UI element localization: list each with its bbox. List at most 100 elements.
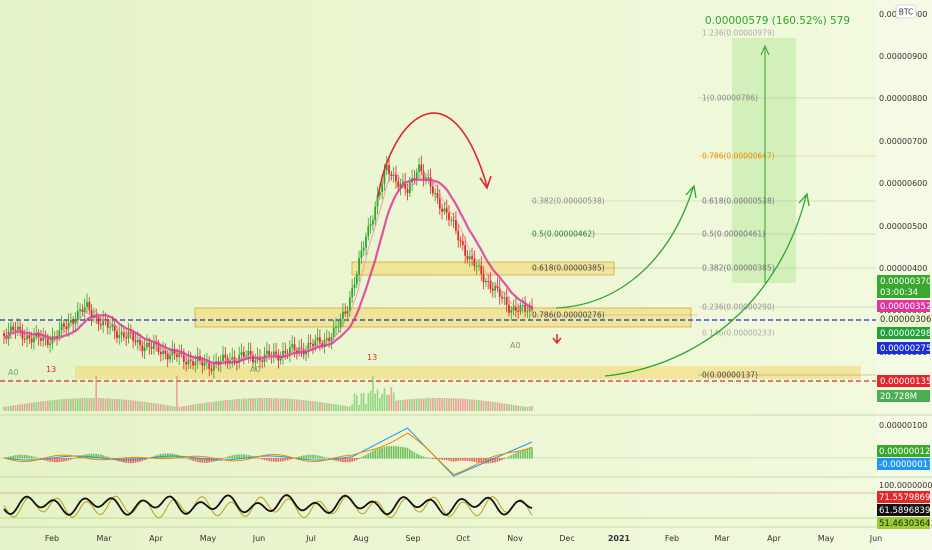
volume-bar [109, 398, 111, 411]
macd-histogram-bar [10, 456, 12, 459]
volume-bar [79, 398, 81, 411]
volume-bar [23, 403, 26, 411]
macd-histogram-bar [206, 458, 208, 463]
candle-body [307, 342, 310, 351]
volume-bar [180, 406, 183, 411]
candle-body [132, 332, 135, 341]
volume-bar [88, 398, 91, 411]
volume-bar [123, 399, 125, 411]
volume-bar [67, 398, 70, 411]
volume-bar [176, 376, 178, 411]
price-tag-box [877, 275, 930, 287]
volume-bar [298, 399, 300, 411]
volume-bar [351, 404, 353, 411]
volume-bar [136, 401, 139, 411]
price-tag-label: 0.00000275 [880, 344, 931, 354]
dome-arc [377, 112, 488, 198]
macd-histogram-bar [242, 454, 245, 459]
candle-body [261, 360, 264, 362]
candle-body [293, 344, 296, 351]
chart-marker: A0 [250, 365, 261, 374]
candle-body [30, 338, 33, 343]
candle-body [120, 332, 123, 335]
volume-bar [349, 406, 351, 411]
y-tick-label: 0.00000700 [879, 137, 927, 146]
macd-histogram-bar [427, 457, 430, 459]
macd-histogram-bar [35, 457, 38, 459]
candle-body [344, 311, 347, 314]
volume-bar [3, 407, 5, 411]
volume-bar [118, 399, 121, 411]
macd-histogram-bar [7, 456, 10, 459]
green-arrow-1-head [685, 184, 697, 199]
candle-body [19, 326, 22, 330]
candle-body [141, 345, 144, 352]
candle-body [390, 173, 393, 176]
volume-bar [132, 400, 134, 411]
volume-bar [485, 400, 487, 411]
candle-body [378, 191, 381, 196]
volume-bar [240, 398, 243, 411]
macd-histogram-bar [72, 458, 74, 459]
candle-body [531, 306, 533, 310]
candle-body [139, 339, 141, 346]
volume-bar [116, 398, 118, 411]
volume-bar [282, 398, 284, 411]
candle-body [46, 338, 49, 345]
candle-body [86, 301, 88, 308]
support-zone-middle [194, 307, 692, 328]
macd-histogram-bar [473, 458, 476, 462]
volume-bar [293, 399, 296, 411]
macd-histogram-bar [201, 458, 204, 463]
symbol-badge[interactable]: BTC [899, 8, 914, 17]
candle-body [434, 193, 437, 195]
macd-histogram-bar [360, 457, 363, 459]
volume-bar [33, 402, 35, 411]
macd-histogram-bar [268, 458, 270, 462]
candle-body [60, 323, 63, 331]
macd-histogram-bar [425, 457, 427, 459]
macd-histogram-bar [236, 454, 238, 459]
candle-body [162, 350, 164, 355]
candle-body [155, 343, 158, 345]
macd-histogram-bar [503, 458, 506, 460]
volume-bar [106, 398, 109, 411]
candle-body [254, 360, 257, 363]
candle-body [325, 338, 328, 340]
volume-bar [413, 398, 416, 411]
fib-label-left: 0(0.00000137) [702, 371, 758, 380]
macd-histogram-bar [189, 458, 192, 461]
osc-line-main [3, 494, 533, 516]
fib-label-left: 0.382(0.00000385) [702, 264, 775, 273]
macd-histogram-bar [219, 458, 222, 460]
candle-body [125, 337, 128, 339]
candle-body [358, 257, 360, 275]
volume-bar [392, 392, 395, 411]
candle-body [438, 197, 441, 209]
volume-bar [270, 398, 273, 411]
fib-label-ext: 0.5(0.00000461) [702, 230, 765, 239]
candle-body [159, 351, 162, 355]
volume-bar [97, 398, 100, 411]
macd-histogram-bar [289, 458, 291, 460]
volume-bar [385, 394, 388, 411]
macd-histogram-bar [392, 446, 395, 459]
candle-body [418, 164, 420, 173]
macd-histogram-bar [222, 458, 224, 459]
macd-y-tick-label: 0.00000100 [879, 421, 927, 430]
symbol-badge-box[interactable] [895, 4, 917, 19]
candle-body [328, 338, 331, 342]
candle-body [291, 344, 294, 348]
macd-histogram-bar [531, 447, 533, 459]
macd-histogram-bar [418, 454, 420, 459]
macd-histogram-bar [185, 457, 187, 459]
volume-bar [224, 400, 227, 411]
candle-body [443, 208, 446, 212]
candle-body [104, 319, 107, 321]
volume-bar [296, 399, 298, 411]
candle-body [420, 164, 423, 172]
volume-bar [487, 401, 489, 411]
candle-body [431, 186, 434, 194]
macd-histogram-bar [471, 458, 473, 462]
candle-body [337, 326, 340, 328]
